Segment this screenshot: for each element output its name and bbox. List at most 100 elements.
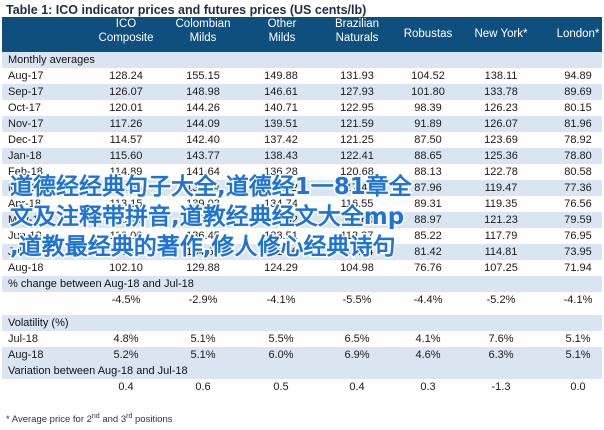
table-cell: 116.55 — [340, 198, 374, 210]
section-label: Variation between Aug-18 and Jul-18 — [8, 365, 188, 377]
table-cell: 120.01 — [109, 102, 143, 114]
table-cell: 134.66 — [186, 246, 220, 258]
table-cell: -2.9% — [188, 294, 218, 306]
table-cell: 118.60 — [340, 214, 374, 226]
table-cell: 114.81 — [484, 246, 518, 258]
row-label: Jul-18 — [8, 333, 38, 345]
table-cell: 119.47 — [484, 182, 518, 194]
table-cell: 131.93 — [340, 70, 374, 82]
table-cell: 138.11 — [484, 70, 518, 82]
section-label: % change between Aug-18 and Jul-18 — [8, 278, 194, 290]
table-cell: 0.0 — [570, 381, 586, 393]
table-cell: 4.6% — [415, 349, 441, 361]
column-header: London* — [532, 17, 604, 52]
table-cell: 7.6% — [488, 333, 514, 345]
table-cell: 91.89 — [414, 118, 442, 130]
table-row: -4.5% -2.9% -4.1% -5.5% -4.4% -5.2% -4.1% — [2, 292, 602, 308]
table-cell: 101.80 — [411, 86, 445, 98]
row-label: Jul-18 — [8, 246, 38, 258]
table-cell: 0.4 — [118, 381, 134, 393]
row-label: Nov-17 — [8, 118, 44, 130]
table-cell: 77.36 — [564, 182, 592, 194]
column-header-line1: Robustas — [403, 28, 453, 40]
table-cell: 133.78 — [484, 86, 518, 98]
column-header: Robustas — [382, 17, 474, 52]
table-row: Dec-17 114.57 142.40 137.42 121.25 87.50 123.6… — [2, 132, 602, 148]
table-cell: 121.25 — [340, 134, 374, 146]
table-cell: 134.74 — [264, 198, 298, 210]
table-cell: 6.5% — [344, 333, 370, 345]
row-label: Mar-18 — [8, 182, 43, 194]
section-volatility: Volatility (%) — [2, 315, 602, 331]
table-cell: 142.40 — [186, 134, 220, 146]
table-cell: 117.41 — [340, 182, 374, 194]
table-cell: 146.61 — [264, 86, 298, 98]
table-cell: 0.6 — [195, 381, 211, 393]
table-cell: 114.57 — [109, 134, 143, 146]
table-cell: 126.07 — [484, 118, 518, 130]
table-cell: 98.39 — [414, 102, 442, 114]
table-cell: -4.1% — [266, 294, 296, 306]
footnote-post: positions — [132, 414, 173, 426]
table-cell: 127.93 — [340, 86, 374, 98]
table-row: Oct-17 120.01 144.26 140.71 122.95 98.39 126.2… — [2, 100, 602, 116]
table-cell: 131.06 — [264, 246, 298, 258]
table-cell: 71.94 — [564, 262, 592, 274]
table-cell: 117.79 — [484, 230, 518, 242]
table-cell: 138.43 — [264, 150, 298, 162]
table-row: 0.4 0.6 0.5 0.4 0.3 -1.3 0.0 — [2, 379, 602, 395]
table-row: Nov-17 117.26 144.09 139.51 121.59 91.89 126.0… — [2, 116, 602, 132]
table-cell: -1.3 — [491, 381, 511, 393]
table-cell: 5.1% — [190, 349, 216, 361]
section-variation: Variation between Aug-18 and Jul-18 — [2, 363, 602, 379]
column-header: Colombian Milds — [157, 17, 249, 52]
table-cell: 0.3 — [420, 381, 436, 393]
column-header: Brazilian Naturals — [311, 17, 403, 52]
table-cell: 0.5 — [273, 381, 289, 393]
table-cell: 73.95 — [564, 246, 592, 258]
row-label: Aug-18 — [8, 349, 44, 361]
table-cell: 117.26 — [109, 118, 143, 130]
row-label: Feb-18 — [8, 166, 43, 178]
table-cell: 125.36 — [484, 150, 518, 162]
table-cell: 121.59 — [340, 118, 374, 130]
row-label: May-18 — [8, 214, 45, 226]
column-header-line2: Milds — [189, 32, 217, 44]
table-cell: 115.60 — [109, 150, 143, 162]
table-cell: 128.24 — [109, 70, 143, 82]
table-cell: -5.2% — [486, 294, 516, 306]
table-cell: -4.5% — [111, 294, 141, 306]
table-cell: 140.71 — [264, 102, 298, 114]
table-cell: 136.28 — [264, 166, 298, 178]
row-label: Jun-18 — [8, 230, 42, 242]
table-cell: 5.1% — [565, 349, 591, 361]
table-cell: 80.58 — [564, 166, 592, 178]
table-cell: 123.69 — [484, 134, 518, 146]
row-label: Jan-18 — [8, 150, 42, 162]
table-cell: 4.1% — [415, 333, 441, 345]
table-cell: 104.52 — [411, 70, 445, 82]
table-cell: 113.15 — [109, 198, 143, 210]
column-header-line1: ICO — [115, 18, 137, 30]
table-cell: 104.98 — [340, 262, 374, 274]
table-cell: 107.25 — [484, 262, 518, 274]
table-cell: 148.98 — [186, 86, 220, 98]
table-cell: 81.96 — [564, 118, 592, 130]
table-cell: 6.9% — [344, 349, 370, 361]
column-header-line1: Colombian — [175, 18, 231, 30]
watermark-line-1: 道德经经典句子大全,道德经1一81章全 — [9, 173, 414, 202]
table-cell: 87.50 — [414, 134, 442, 146]
table-cell: 144.09 — [186, 118, 220, 130]
table-row: Jul-18 107.20 134.66 131.06 110.94 81.42 114.8… — [2, 244, 602, 260]
row-label: Oct-17 — [8, 102, 42, 114]
table-row: May-18 113.41 140.64 134.52 118.60 88.97 121.2… — [2, 212, 602, 228]
table-row: Jul-18 4.8% 5.1% 5.5% 6.5% 4.1% 7.6% 5.1% — [2, 331, 602, 347]
table-cell: 110.00 — [109, 230, 143, 242]
section-monthly: Monthly averages — [2, 52, 602, 68]
table-cell: 113.87 — [340, 230, 374, 242]
column-header: Other Milds — [236, 17, 328, 52]
table-cell: 76.95 — [564, 230, 592, 242]
table-cell: 139.51 — [264, 118, 298, 130]
table-cell: 122.95 — [340, 102, 374, 114]
table-cell: 5.1% — [190, 333, 216, 345]
